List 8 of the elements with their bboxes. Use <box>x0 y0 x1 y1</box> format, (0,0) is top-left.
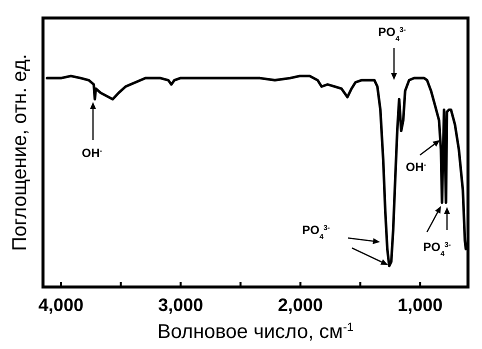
x-tick-label: 1,000 <box>398 295 443 315</box>
x-tick-label: 3,000 <box>158 295 204 315</box>
y-axis-title: Поглощение, отн. ед. <box>9 54 31 252</box>
x-tick-label: 4,000 <box>38 295 84 315</box>
annotation: OH$^{-}$ <box>406 160 427 174</box>
x-axis-title: Волновое число, см$^{-1}$ <box>157 320 354 343</box>
x-tick-label: 2,000 <box>278 295 323 315</box>
annotation: OH$^{-}$ <box>82 146 103 160</box>
